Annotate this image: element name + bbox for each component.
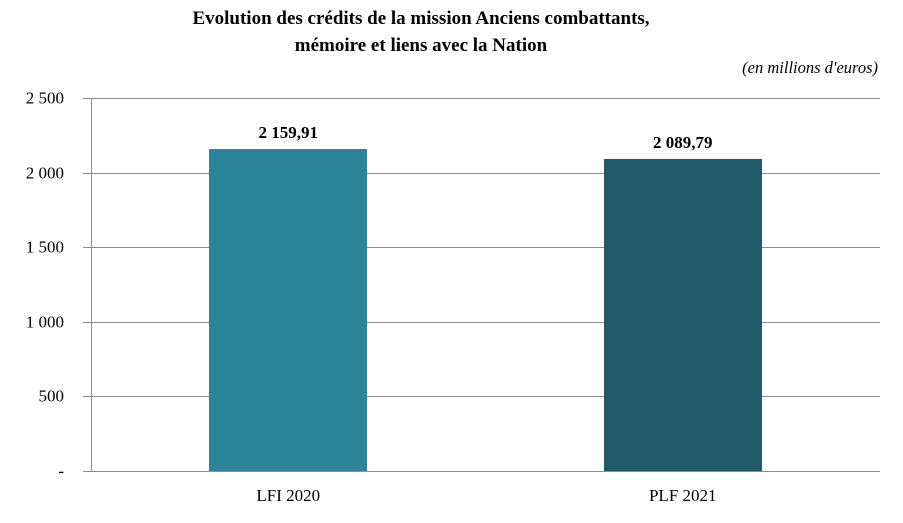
y-axis-tick-label: 2 500 bbox=[25, 88, 64, 108]
gridline bbox=[83, 247, 880, 249]
chart-title-line1: Evolution des crédits de la mission Anci… bbox=[192, 8, 650, 29]
category-label: PLF 2021 bbox=[648, 486, 717, 505]
chart-unit-note: (en millions d'euros) bbox=[742, 58, 878, 77]
y-axis-tick-label: - bbox=[58, 461, 64, 481]
chart-title-line2: mémoire et liens avec la Nation bbox=[294, 35, 548, 56]
bar-value-label: 2 089,79 bbox=[653, 133, 713, 153]
gridline bbox=[83, 321, 880, 323]
gridline bbox=[83, 471, 880, 472]
chart-title: Evolution des crédits de la mission Anci… bbox=[192, 5, 649, 59]
bar-plf-2021 bbox=[603, 159, 762, 471]
y-axis-tick-label: 1 000 bbox=[25, 312, 64, 332]
gridline bbox=[83, 172, 880, 174]
category-label: LFI 2020 bbox=[256, 486, 321, 505]
y-axis-tick-label: 500 bbox=[38, 386, 65, 406]
bar-value-label: 2 159,91 bbox=[258, 122, 319, 142]
gridline bbox=[83, 98, 880, 99]
y-axis-tick-label: 1 500 bbox=[25, 237, 64, 257]
gridline bbox=[83, 396, 880, 398]
y-axis-tick-label: 2 000 bbox=[25, 163, 64, 183]
y-axis-line bbox=[91, 98, 92, 472]
bar-lfi-2020 bbox=[209, 148, 368, 471]
